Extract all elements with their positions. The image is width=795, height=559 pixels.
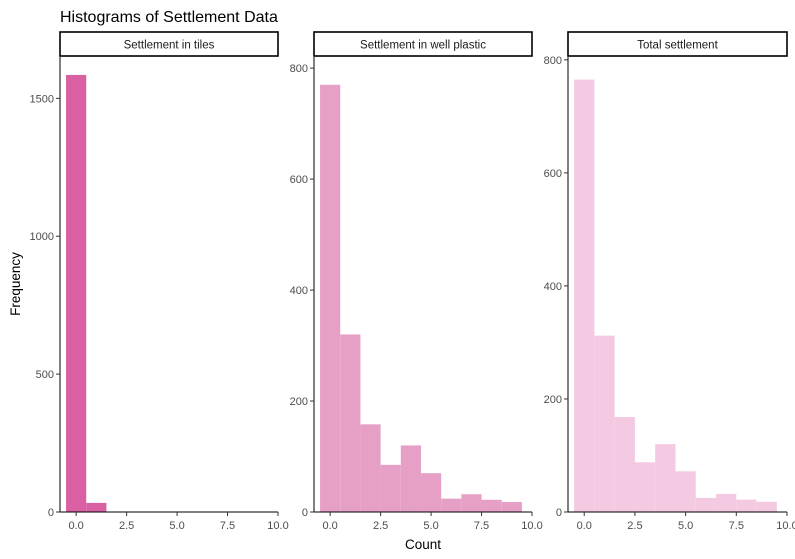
histogram-bar xyxy=(441,498,462,512)
facet-strip-label: Settlement in tiles xyxy=(124,40,215,52)
y-tick-label: 1500 xyxy=(30,93,54,105)
histogram-bar xyxy=(614,417,635,512)
histogram-bar xyxy=(461,494,482,512)
y-tick-label: 500 xyxy=(36,369,54,381)
facet-panels: Settlement in tiles 0 500 1000 1500 0.0 2.5 5.0… xyxy=(30,31,795,532)
facet-strip-box xyxy=(313,31,533,57)
histogram-bar xyxy=(574,79,595,512)
histogram-bar xyxy=(594,335,615,512)
histogram-bar xyxy=(675,471,696,512)
x-tick-label: 10.0 xyxy=(267,520,288,532)
facet-panel-3: Total settlement 0 200 400 600 800 0.0 2.5 5.0 7.… xyxy=(544,31,795,532)
histogram-bar xyxy=(736,499,757,512)
chart-title: Histograms of Settlement Data xyxy=(60,9,278,26)
facet-strip-label: Settlement in well plastic xyxy=(360,40,486,52)
histogram-bar xyxy=(400,445,421,512)
histogram-bar xyxy=(655,444,676,512)
y-tick-label: 200 xyxy=(544,394,562,406)
histogram-bar xyxy=(716,493,737,512)
histogram-bar xyxy=(320,84,341,513)
facet-strip-box xyxy=(567,31,788,57)
x-tick-label: 10.0 xyxy=(776,520,795,532)
histogram-bar xyxy=(756,501,777,512)
y-tick-label: 400 xyxy=(544,281,562,293)
histogram-bar xyxy=(420,473,442,512)
facet-panel-2: Settlement in well plastic 0 200 400 600 800 0… xyxy=(290,31,543,532)
y-tick-label: 800 xyxy=(290,63,308,75)
y-tick-label: 0 xyxy=(48,507,54,519)
facet-strip-box xyxy=(59,31,279,57)
y-tick-label: 600 xyxy=(544,168,562,180)
histogram-bar xyxy=(340,334,361,512)
y-tick-label: 200 xyxy=(290,396,308,408)
histogram-bar xyxy=(481,499,502,512)
x-tick-label: 5.0 xyxy=(423,520,438,532)
histogram-bar xyxy=(634,462,656,512)
x-tick-label: 0.0 xyxy=(68,520,83,532)
x-tick-label: 10.0 xyxy=(521,520,542,532)
x-axis-title: Count xyxy=(405,537,441,552)
histogram-bar xyxy=(380,464,401,512)
facet-panel-1: Settlement in tiles 0 500 1000 1500 0.0 2.5 5.0… xyxy=(30,31,289,532)
x-tick-label: 0.0 xyxy=(322,520,337,532)
x-tick-label: 5.0 xyxy=(169,520,184,532)
y-tick-label: 1000 xyxy=(30,231,54,243)
y-tick-label: 800 xyxy=(544,55,562,67)
x-tick-label: 7.5 xyxy=(729,520,744,532)
histogram-bar xyxy=(66,74,87,512)
y-axis-title: Frequency xyxy=(8,252,23,316)
x-tick-label: 2.5 xyxy=(119,520,134,532)
facet-strip-label: Total settlement xyxy=(637,40,718,52)
histogram-bar xyxy=(695,497,717,512)
y-tick-label: 600 xyxy=(290,174,308,186)
histogram-bar xyxy=(360,424,381,512)
x-tick-label: 7.5 xyxy=(474,520,489,532)
y-tick-label: 0 xyxy=(302,507,308,519)
x-tick-label: 2.5 xyxy=(627,520,642,532)
y-tick-label: 400 xyxy=(290,285,308,297)
x-tick-label: 2.5 xyxy=(373,520,388,532)
x-tick-label: 5.0 xyxy=(678,520,693,532)
x-tick-label: 7.5 xyxy=(220,520,235,532)
histogram-bar xyxy=(86,502,107,512)
histogram-bar xyxy=(501,502,522,512)
y-tick-label: 0 xyxy=(556,507,562,519)
x-tick-label: 0.0 xyxy=(577,520,592,532)
